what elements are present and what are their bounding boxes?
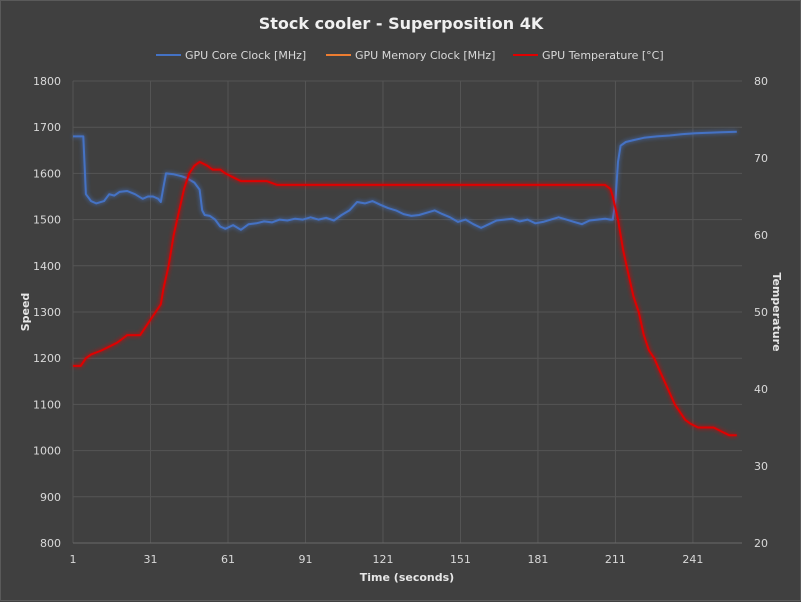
y2-tick-label: 80 [754, 75, 768, 88]
y-tick-label: 1400 [33, 260, 61, 273]
y-tick-label: 1600 [33, 167, 61, 180]
x-tick-label: 151 [450, 553, 471, 566]
x-axis-label: Time (seconds) [360, 571, 454, 584]
y2-tick-label: 20 [754, 537, 768, 550]
series-line-2 [73, 160, 737, 437]
x-tick-label: 31 [143, 553, 157, 566]
x-tick-label: 211 [605, 553, 626, 566]
x-tick-label: 121 [372, 553, 393, 566]
y2-tick-label: 50 [754, 306, 768, 319]
y2-tick-label: 30 [754, 460, 768, 473]
series-line-0 [73, 130, 737, 231]
y-tick-label: 1500 [33, 214, 61, 227]
legend-label-0: GPU Core Clock [MHz] [185, 49, 306, 62]
y-tick-label: 1700 [33, 121, 61, 134]
x-tick-label: 241 [682, 553, 703, 566]
y-tick-label: 900 [40, 491, 61, 504]
y-tick-label: 1100 [33, 398, 61, 411]
y2-tick-label: 40 [754, 383, 768, 396]
y-tick-label: 1000 [33, 445, 61, 458]
legend-label-1: GPU Memory Clock [MHz] [355, 49, 495, 62]
series-lines [73, 130, 737, 437]
y-axis-label: Speed [19, 293, 32, 332]
chart-title: Stock cooler - Superposition 4K [259, 14, 544, 33]
x-axis-ticks: 1 31 61 91 121 151 181 211 241 [70, 553, 704, 566]
right-axis-ticks: 20 30 40 50 60 70 80 [754, 75, 768, 550]
legend: GPU Core Clock [MHz] GPU Memory Clock [MH… [156, 49, 664, 62]
x-tick-label: 181 [527, 553, 548, 566]
left-axis-ticks: 800 900 1000 1100 1200 1300 1400 1500 1600 1700 18… [33, 75, 61, 550]
y-tick-label: 1800 [33, 75, 61, 88]
y2-axis-label: Temperature [770, 272, 783, 351]
y-tick-label: 1200 [33, 352, 61, 365]
x-tick-label: 91 [298, 553, 312, 566]
legend-label-2: GPU Temperature [°C] [542, 49, 664, 62]
x-tick-label: 61 [221, 553, 235, 566]
y2-tick-label: 70 [754, 152, 768, 165]
y2-tick-label: 60 [754, 229, 768, 242]
y-tick-label: 1300 [33, 306, 61, 319]
gridlines [72, 80, 742, 544]
x-tick-label: 1 [70, 553, 77, 566]
y-tick-label: 800 [40, 537, 61, 550]
